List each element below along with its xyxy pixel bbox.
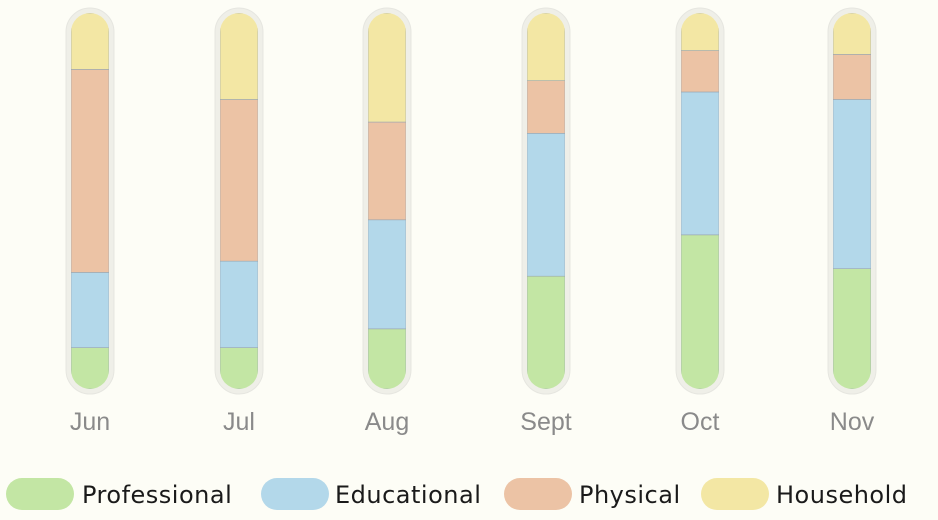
legend-item-physical: Physical — [504, 478, 681, 510]
bar-segment-professional — [220, 347, 258, 389]
bar-segment-household — [220, 13, 258, 100]
legend-swatch — [261, 478, 329, 510]
legend: Professional Educational Physical Household — [6, 478, 908, 510]
x-tick-label: Nov — [830, 408, 875, 436]
bar-segment-educational — [71, 272, 109, 348]
bar-segment-professional — [681, 234, 719, 389]
bar-segment-physical — [71, 69, 109, 273]
bar-segment-household — [527, 13, 565, 81]
bar-jun — [71, 13, 109, 389]
legend-item-educational: Educational — [261, 478, 481, 510]
legend-swatch — [701, 478, 769, 510]
bar-nov — [833, 13, 871, 389]
bar-aug — [368, 13, 406, 389]
bar-oct — [681, 13, 719, 389]
x-tick-label: Jul — [223, 408, 255, 436]
x-tick-label: Aug — [365, 408, 409, 436]
bar-segment-educational — [368, 219, 406, 330]
bar-segment-professional — [527, 275, 565, 389]
legend-swatch — [6, 478, 74, 510]
bar-segment-educational — [833, 99, 871, 269]
bar-segment-household — [368, 13, 406, 123]
bar-jul — [220, 13, 258, 389]
bar-segment-educational — [220, 260, 258, 348]
legend-label: Professional — [82, 481, 232, 509]
legend-label: Physical — [579, 481, 681, 509]
legend-label: Household — [776, 481, 908, 509]
bar-segment-household — [833, 13, 871, 55]
bars — [65, 7, 877, 395]
legend-swatch — [504, 478, 572, 510]
x-axis-ticks: Jun Jul Aug Sept Oct Nov — [70, 408, 875, 436]
bar-segment-professional — [833, 268, 871, 389]
bar-segment-physical — [527, 80, 565, 134]
bar-segment-physical — [220, 99, 258, 262]
x-tick-label: Sept — [520, 408, 571, 436]
bar-segment-physical — [833, 54, 871, 100]
bar-segment-physical — [368, 121, 406, 221]
bar-segment-educational — [527, 133, 565, 277]
legend-item-professional: Professional — [6, 478, 232, 510]
bar-segment-household — [71, 13, 109, 70]
bar-sept — [527, 13, 565, 389]
bar-segment-professional — [368, 328, 406, 389]
bar-segment-physical — [681, 50, 719, 93]
bar-segment-household — [681, 13, 719, 51]
bar-segment-educational — [681, 91, 719, 236]
legend-label: Educational — [335, 481, 481, 509]
x-tick-label: Oct — [681, 408, 720, 436]
x-tick-label: Jun — [70, 408, 110, 436]
bar-segment-professional — [71, 347, 109, 389]
legend-item-household: Household — [701, 478, 908, 510]
